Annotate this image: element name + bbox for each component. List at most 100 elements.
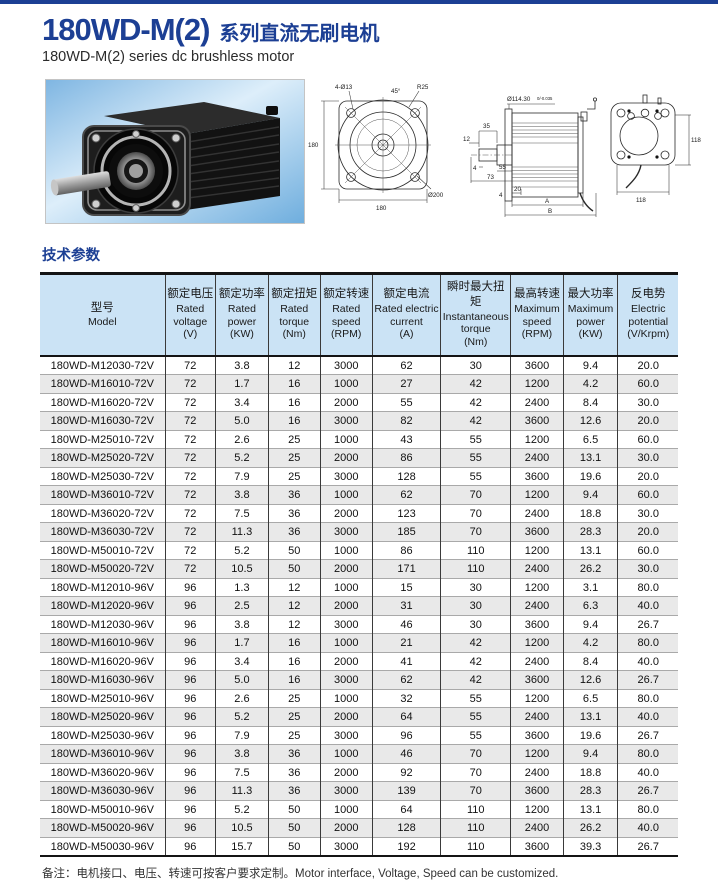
value-cell: 36: [268, 762, 321, 782]
value-cell: 42: [440, 670, 512, 690]
value-cell: 43: [372, 429, 442, 449]
value-cell: 7.5: [215, 762, 269, 782]
value-cell: 13.1: [563, 799, 619, 819]
value-cell: 110: [440, 559, 512, 579]
value-cell: 2000: [320, 707, 373, 727]
value-cell: 2000: [320, 559, 373, 579]
model-cell: 180WD-M16010-96V: [40, 633, 166, 653]
value-cell: 25: [268, 429, 321, 449]
front-view-drawing: 4-Ø13 45° R25 180 180 Ø200: [305, 79, 455, 224]
value-cell: 9.4: [563, 614, 619, 634]
value-cell: 70: [440, 485, 512, 505]
value-cell: 2.5: [215, 596, 269, 616]
value-cell: 16: [268, 651, 321, 671]
model-cell: 180WD-M12020-96V: [40, 596, 166, 616]
value-cell: 5.0: [215, 411, 269, 431]
section-title-tech-params: 技术参数: [42, 247, 100, 264]
dim-label-a: A: [545, 198, 550, 205]
dim-label-55: 55: [499, 164, 506, 171]
value-cell: 2400: [510, 392, 564, 412]
value-cell: 3600: [510, 836, 564, 857]
value-cell: 2400: [510, 651, 564, 671]
model-cell: 180WD-M25020-96V: [40, 707, 166, 727]
value-cell: 64: [372, 799, 442, 819]
dim-label-circle: Ø200: [428, 192, 444, 199]
value-cell: 3600: [510, 614, 564, 634]
value-cell: 3600: [510, 466, 564, 486]
value-cell: 96: [165, 781, 216, 801]
value-cell: 96: [165, 725, 216, 745]
value-cell: 3600: [510, 522, 564, 542]
value-cell: 42: [440, 392, 512, 412]
value-cell: 5.0: [215, 670, 269, 690]
table-row: 180WD-M16020-72V 72 3.4 16 2000 55 42 2400 8.4 30…: [40, 392, 678, 412]
value-cell: 70: [440, 503, 512, 523]
model-cell: 180WD-M25010-96V: [40, 688, 166, 708]
model-cell: 180WD-M50010-72V: [40, 540, 166, 560]
value-cell: 50: [268, 540, 321, 560]
value-cell: 10.5: [215, 559, 269, 579]
value-cell: 20.0: [637, 359, 659, 372]
value-cell: 110: [440, 540, 512, 560]
value-cell: 42: [440, 411, 512, 431]
value-cell: 96: [165, 707, 216, 727]
table-row: 180WD-M16020-96V 96 3.4 16 2000 41 42 2400 8.4 40…: [40, 651, 678, 671]
value-cell: 1000: [320, 688, 373, 708]
value-cell: 96: [165, 818, 216, 838]
value-cell: 3.8: [215, 614, 269, 634]
value-cell: 3000: [320, 725, 373, 745]
motor-body-graphic: [50, 101, 280, 216]
value-cell: 96: [165, 836, 216, 857]
value-cell: 26.2: [563, 559, 619, 579]
value-cell: 80.0: [617, 744, 678, 764]
table-row: 180WD-M50010-96V 96 5.2 50 1000 64 110 1200 13.1…: [40, 799, 678, 819]
model-cell: 180WD-M50020-72V: [40, 559, 166, 579]
value-cell: 60.0: [617, 429, 678, 449]
value-cell: 2400: [510, 596, 564, 616]
series-title-cn: 系列直流无刷电机: [219, 23, 380, 45]
spec-table-header-row: 型号 Model 额定电压 Rated voltage (V) 额定功率 Rated pow…: [40, 273, 678, 357]
value-cell: 31: [372, 596, 442, 616]
value-cell: 25: [268, 688, 321, 708]
value-cell: 123: [372, 503, 442, 523]
value-cell: 3000: [320, 466, 373, 486]
table-row: 180WD-M50010-72V 72 5.2 50 1000 86 110 1200 13.1…: [40, 540, 678, 560]
value-cell: 3600: [510, 725, 564, 745]
value-cell: 1000: [320, 577, 373, 597]
value-cell: 19.6: [563, 725, 619, 745]
value-cell: 96: [165, 688, 216, 708]
value-cell: 2400: [510, 448, 564, 468]
table-row: 180WD-M25020-96V 96 5.2 25 2000 64 55 2400 13.1 4…: [40, 707, 678, 727]
value-cell: 7.5: [215, 503, 269, 523]
value-cell: 25: [268, 707, 321, 727]
value-cell: 42: [440, 374, 512, 394]
value-cell: 1200: [510, 540, 564, 560]
value-cell: 50: [268, 559, 321, 579]
spec-table: 型号 Model 额定电压 Rated voltage (V) 额定功率 Rated pow…: [40, 271, 678, 858]
value-cell: 15.7: [215, 836, 269, 857]
model-cell: 180WD-M50010-96V: [40, 799, 166, 819]
value-cell: 3.8: [215, 355, 269, 375]
value-cell: 72: [165, 411, 216, 431]
value-cell: 72: [165, 503, 216, 523]
dim-label-angle: 45°: [391, 88, 401, 95]
value-cell: 96: [165, 596, 216, 616]
value-cell: 25: [268, 725, 321, 745]
value-cell: 55: [440, 448, 512, 468]
value-cell: 50: [268, 799, 321, 819]
value-cell: 192: [372, 836, 442, 857]
value-cell: 72: [165, 540, 216, 560]
table-row: 180WD-M25010-72V 72 2.6 25 1000 43 55 1200 6.5 60…: [40, 429, 678, 449]
value-cell: 42: [440, 651, 512, 671]
table-row: 180WD-M16030-96V 96 5.0 16 3000 62 42 3600 12.6 2…: [40, 670, 678, 690]
value-cell: 110: [440, 836, 512, 857]
model-cell: 180WD-M12030-72V: [40, 355, 166, 375]
value-cell: 18.8: [563, 762, 619, 782]
value-cell: 80.0: [617, 799, 678, 819]
value-cell: 8.4: [563, 392, 619, 412]
value-cell: 96: [165, 577, 216, 597]
value-cell: 185: [372, 522, 442, 542]
value-cell: 2400: [510, 503, 564, 523]
value-cell: 11.3: [215, 781, 269, 801]
value-cell: 46: [372, 744, 442, 764]
